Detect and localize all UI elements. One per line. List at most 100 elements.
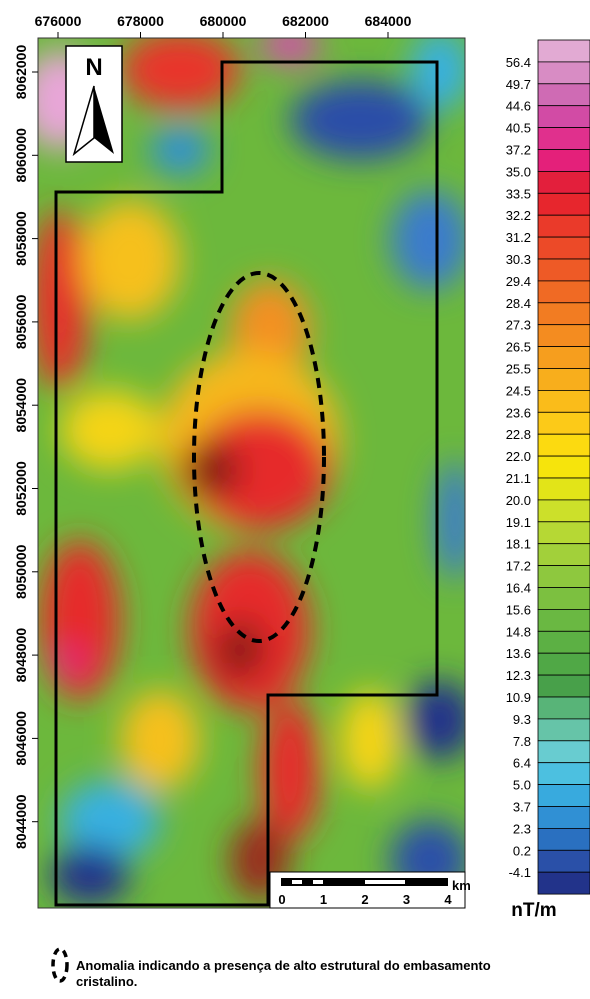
scale-label: 0 — [278, 892, 285, 907]
colorbar-swatch — [537, 149, 590, 172]
colorbar-swatch — [537, 762, 590, 786]
colorbar-swatch — [537, 718, 590, 742]
colorbar-label: 31.2 — [506, 230, 531, 245]
colorbar-label: 23.6 — [506, 405, 531, 420]
colorbar-label: 12.3 — [506, 668, 531, 683]
anomaly-map — [38, 38, 465, 908]
colorbar-label: 26.5 — [506, 340, 531, 355]
colorbar-label: 22.0 — [506, 449, 531, 464]
x-tick-label: 682000 — [282, 13, 329, 29]
colorbar-label: 20.0 — [506, 493, 531, 508]
colorbar-label: 30.3 — [506, 252, 531, 267]
colorbar-swatch — [537, 828, 590, 851]
colorbar-label: 7.8 — [513, 734, 531, 749]
x-tick-label: 684000 — [365, 13, 412, 29]
colorbar-label: 56.4 — [506, 55, 531, 70]
study-area-boundary — [54, 60, 439, 907]
colorbar-label: 0.2 — [513, 843, 531, 858]
colorbar-swatch — [537, 565, 590, 588]
colorbar-swatch — [537, 127, 590, 150]
colorbar-label: 44.6 — [506, 99, 531, 114]
colorbar-swatch — [537, 587, 590, 610]
y-tick-label: 8052000 — [13, 461, 29, 516]
colorbar-swatch — [537, 192, 590, 216]
colorbar-label: 2.3 — [513, 821, 531, 836]
colorbar-label: 9.3 — [513, 712, 531, 727]
y-tick-label: 8060000 — [13, 128, 29, 183]
colorbar-label: 33.5 — [506, 186, 531, 201]
colorbar-swatch — [537, 674, 590, 698]
colorbar-label: 13.6 — [506, 646, 531, 661]
colorbar-label: 37.2 — [506, 143, 531, 158]
colorbar-label: 49.7 — [506, 77, 531, 92]
legend-text: cristalino. — [76, 974, 137, 989]
y-tick-label: 8046000 — [13, 711, 29, 766]
colorbar-swatch — [537, 521, 590, 545]
y-tick-label: 8054000 — [13, 378, 29, 433]
colorbar-label: 19.1 — [506, 515, 531, 530]
colorbar-swatch — [537, 170, 590, 194]
colorbar-swatch — [537, 214, 590, 238]
colorbar-label: 24.5 — [506, 383, 531, 398]
north-arrow: N — [65, 45, 123, 163]
scale-label: 4 — [444, 892, 452, 907]
colorbar-label: 32.2 — [506, 208, 531, 223]
colorbar-swatch — [537, 696, 590, 720]
y-tick-label: 8048000 — [13, 628, 29, 683]
legend-symbol — [51, 947, 69, 983]
colorbar-label: 27.3 — [506, 318, 531, 333]
y-tick-label: 8044000 — [13, 794, 29, 849]
colorbar-swatch — [537, 433, 590, 457]
colorbar-swatch — [537, 740, 590, 764]
colorbar-swatch — [537, 871, 590, 895]
scale-unit: km — [452, 878, 471, 893]
colorbar-swatch — [537, 411, 590, 435]
y-tick-label: 8058000 — [13, 211, 29, 266]
colorbar-label: 18.1 — [506, 537, 531, 552]
colorbar-swatch — [537, 849, 590, 873]
x-tick-label: 680000 — [200, 13, 247, 29]
colorbar-swatch — [537, 609, 590, 632]
colorbar-swatch — [537, 39, 590, 63]
north-label: N — [85, 54, 102, 81]
colorbar-label: 14.8 — [506, 624, 531, 639]
colorbar-swatch — [537, 389, 590, 413]
scale-label: 3 — [403, 892, 410, 907]
colorbar-label: 3.7 — [513, 800, 531, 815]
colorbar-label: 40.5 — [506, 121, 531, 136]
colorbar-unit: nT/m — [511, 900, 556, 921]
colorbar-label: 17.2 — [506, 559, 531, 574]
scale-label: 2 — [361, 892, 368, 907]
colorbar-swatch — [537, 324, 590, 348]
scale-bar — [269, 871, 466, 909]
colorbar-label: 15.6 — [506, 602, 531, 617]
colorbar-label: 16.4 — [506, 581, 531, 596]
colorbar-label: 25.5 — [506, 362, 531, 377]
colorbar-label: 29.4 — [506, 274, 531, 289]
legend-text: Anomalia indicando a presença de alto es… — [76, 958, 491, 973]
colorbar-swatch — [537, 236, 590, 260]
y-tick-label: 8062000 — [13, 45, 29, 100]
colorbar-swatch — [537, 630, 590, 654]
colorbar-swatch — [537, 477, 590, 501]
colorbar-label: 5.0 — [513, 778, 531, 793]
y-tick-label: 8050000 — [13, 544, 29, 599]
colorbar-label: -4.1 — [509, 865, 531, 880]
colorbar-label: 10.9 — [506, 690, 531, 705]
x-tick-label: 678000 — [117, 13, 164, 29]
colorbar-swatch — [537, 83, 590, 107]
colorbar-label: 28.4 — [506, 296, 531, 311]
scale-label: 1 — [320, 892, 327, 907]
colorbar-swatch — [537, 346, 590, 369]
colorbar-label: 21.1 — [506, 471, 531, 486]
colorbar-swatch — [537, 806, 590, 829]
colorbar-swatch — [537, 105, 590, 128]
y-tick-label: 8056000 — [13, 294, 29, 349]
colorbar-swatch — [537, 543, 590, 567]
map-frame — [37, 37, 466, 909]
colorbar-label: 35.0 — [506, 164, 531, 179]
x-tick-label: 676000 — [35, 13, 82, 29]
colorbar-label: 22.8 — [506, 427, 531, 442]
